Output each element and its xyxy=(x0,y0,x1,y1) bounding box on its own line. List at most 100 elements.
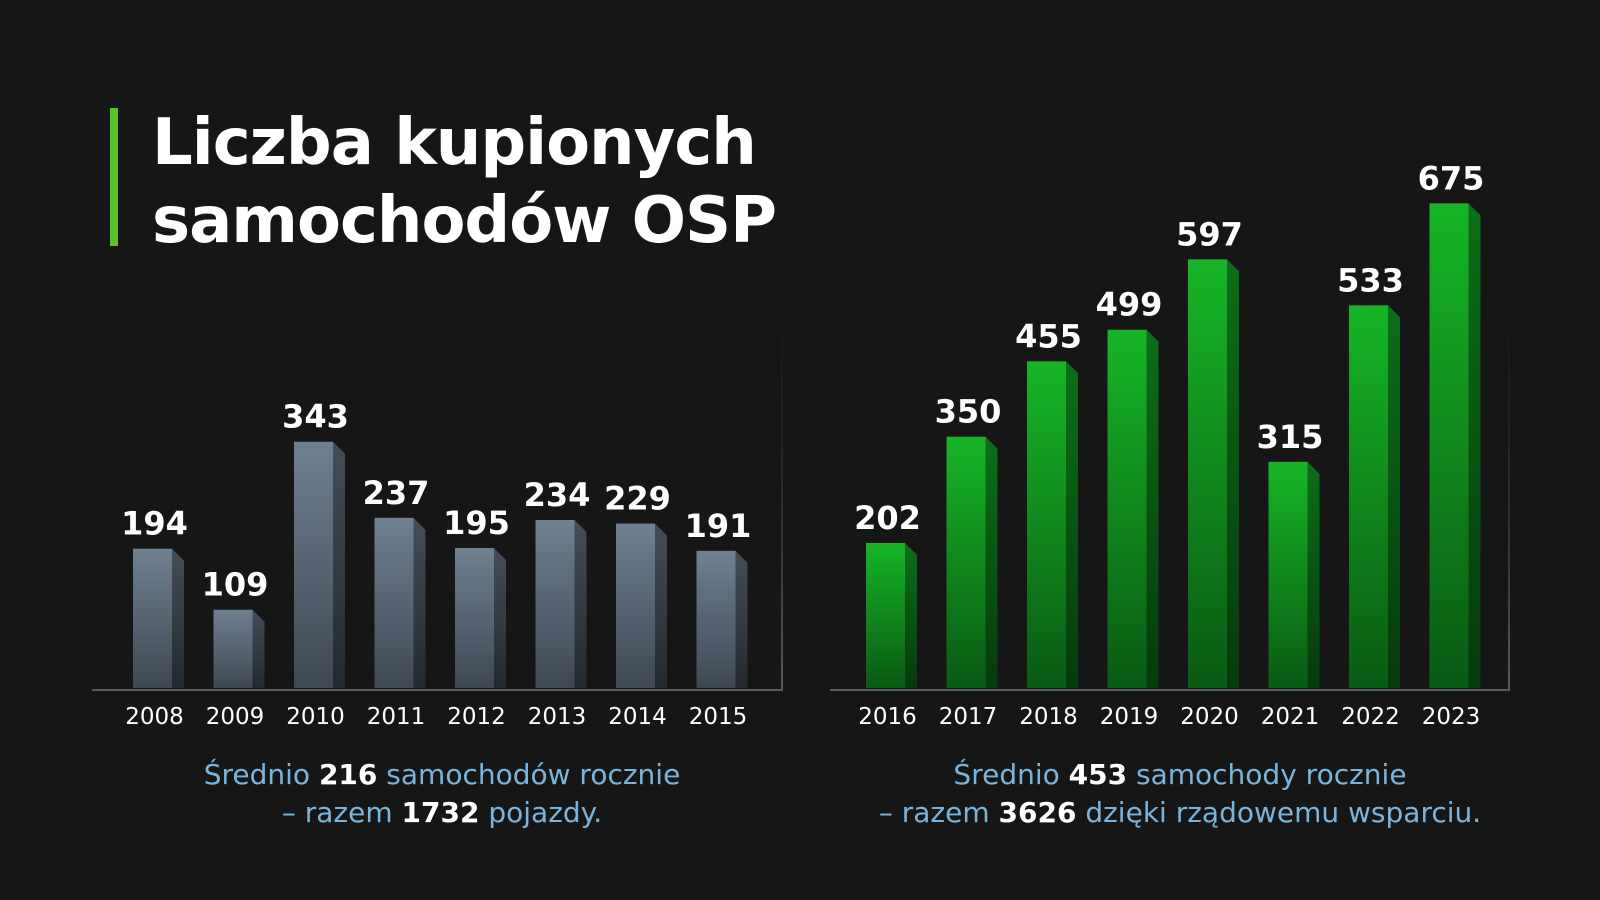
bar xyxy=(696,550,736,688)
data-label: 597 xyxy=(1176,215,1243,253)
caption-left: Średnio 216 samochodów rocznie – razem 1… xyxy=(92,756,792,832)
bar-side xyxy=(574,519,587,688)
x-tick-label: 2019 xyxy=(1100,704,1159,730)
chart-right: 202 2016 350 2017 455 2018 499 2019 597 2020 315 20… xyxy=(830,159,1510,730)
x-tick-label: 2012 xyxy=(447,704,506,730)
data-label: 533 xyxy=(1337,261,1404,299)
caption-left-line2: – razem 1732 pojazdy. xyxy=(92,794,792,832)
x-tick-label: 2014 xyxy=(608,704,667,730)
caption-text: Średnio xyxy=(203,758,319,791)
page-title: Liczba kupionych samochodów OSP xyxy=(152,104,777,260)
bar-2021: 315 xyxy=(1257,418,1324,688)
bar-side xyxy=(1307,461,1320,688)
bar-2010: 343 xyxy=(282,398,349,688)
bar xyxy=(1188,259,1227,688)
bar-side xyxy=(1388,305,1400,688)
bar-2016: 202 xyxy=(854,499,921,688)
x-tick-label: 2023 xyxy=(1422,704,1481,730)
bar xyxy=(455,547,494,688)
data-label: 234 xyxy=(524,476,591,514)
bar-2017: 350 xyxy=(935,393,1001,688)
bar-2022: 533 xyxy=(1337,261,1404,688)
bar xyxy=(133,548,172,688)
x-tick-label: 2020 xyxy=(1180,704,1239,730)
bar-2019: 499 xyxy=(1096,286,1163,688)
x-tick-label: 2022 xyxy=(1341,704,1400,730)
caption-number: 216 xyxy=(318,758,378,791)
bar-2009: 109 xyxy=(202,566,269,688)
x-tick-label: 2013 xyxy=(528,704,587,730)
bar xyxy=(1027,361,1066,688)
data-label: 675 xyxy=(1418,159,1485,197)
caption-text: Średnio xyxy=(953,758,1069,791)
bar-side xyxy=(905,542,917,688)
bar xyxy=(1268,461,1308,688)
data-label: 315 xyxy=(1257,418,1324,456)
bar xyxy=(1429,203,1469,688)
bar xyxy=(535,519,575,688)
x-tick-label: 2008 xyxy=(125,704,184,730)
bar-2015: 191 xyxy=(685,507,752,688)
bar-side xyxy=(1066,361,1078,688)
bar-side xyxy=(1227,259,1239,688)
caption-right: Średnio 453 samochody rocznie – razem 36… xyxy=(830,756,1530,832)
bar xyxy=(294,441,333,688)
bar-2023: 675 xyxy=(1418,159,1485,688)
bar-2020: 597 xyxy=(1176,215,1243,688)
data-label: 499 xyxy=(1096,286,1163,324)
x-tick-label: 2011 xyxy=(367,704,426,730)
bar-side xyxy=(1468,203,1481,688)
caption-number: 1732 xyxy=(401,796,480,829)
caption-text: – razem xyxy=(281,796,402,829)
bar-side xyxy=(252,609,265,688)
bar xyxy=(866,542,905,688)
bar-2011: 237 xyxy=(363,474,429,688)
bar-2013: 234 xyxy=(524,476,591,688)
caption-text: – razem xyxy=(878,796,999,829)
caption-text: samochodów rocznie xyxy=(377,758,681,791)
caption-left-line1: Średnio 216 samochodów rocznie xyxy=(92,756,792,794)
caption-text: samochody rocznie xyxy=(1127,758,1407,791)
data-label: 229 xyxy=(604,480,671,518)
caption-right-line2: – razem 3626 dzięki rządowemu wsparciu. xyxy=(830,794,1530,832)
bar-side xyxy=(494,547,506,688)
bar-side xyxy=(735,550,748,688)
chart-left: 194 2008 109 2009 343 2010 237 2011 195 2012 234 20… xyxy=(92,290,783,730)
bar-side xyxy=(985,436,998,688)
x-tick-label: 2016 xyxy=(858,704,917,730)
data-label: 109 xyxy=(202,566,269,604)
bar-2012: 195 xyxy=(443,504,510,688)
data-label: 195 xyxy=(443,504,510,542)
data-label: 343 xyxy=(282,398,349,436)
bar-2008: 194 xyxy=(121,505,188,688)
bar xyxy=(616,523,655,688)
x-tick-label: 2018 xyxy=(1019,704,1078,730)
caption-text: pojazdy. xyxy=(479,796,603,829)
x-tick-label: 2017 xyxy=(939,704,998,730)
x-tick-label: 2009 xyxy=(206,704,265,730)
chart-frame-right xyxy=(781,290,783,690)
title-accent-bar xyxy=(110,108,118,246)
x-tick-label: 2021 xyxy=(1261,704,1320,730)
caption-number: 453 xyxy=(1068,758,1128,791)
data-label: 202 xyxy=(854,499,921,537)
bar-side xyxy=(413,517,426,688)
bar-2014: 229 xyxy=(604,480,671,688)
bar xyxy=(1107,329,1147,688)
bar-side xyxy=(655,523,667,688)
bar-2018: 455 xyxy=(1015,317,1082,688)
page-title-line2: samochodów OSP xyxy=(152,184,777,258)
bar-side xyxy=(172,548,184,688)
bar xyxy=(946,436,986,688)
caption-number: 3626 xyxy=(998,796,1077,829)
data-label: 194 xyxy=(121,505,188,543)
chart-frame-right xyxy=(1508,290,1510,690)
bar xyxy=(374,517,414,688)
bar xyxy=(1349,305,1388,688)
x-tick-label: 2015 xyxy=(689,704,748,730)
data-label: 191 xyxy=(685,507,752,545)
caption-right-line1: Średnio 453 samochody rocznie xyxy=(830,756,1530,794)
bar-side xyxy=(333,441,345,688)
data-label: 455 xyxy=(1015,317,1082,355)
